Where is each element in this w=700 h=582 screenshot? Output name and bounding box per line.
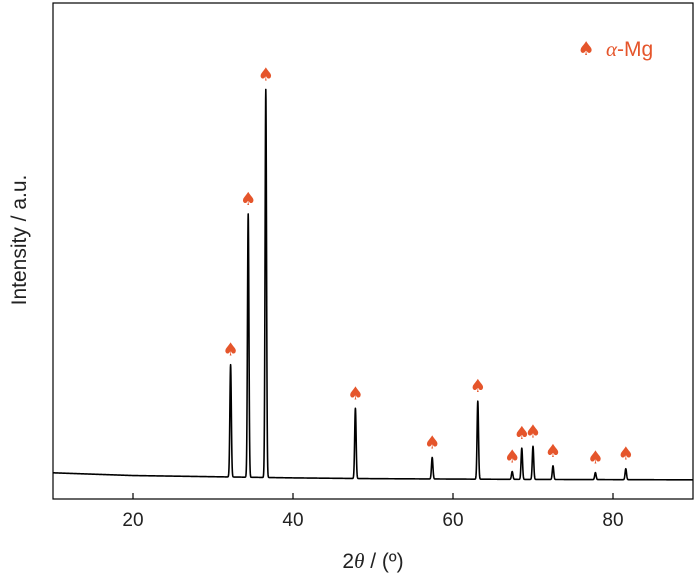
peak-marker-8: ♠ xyxy=(525,421,541,442)
legend-label: α-Mg xyxy=(606,37,653,61)
peak-marker-2: ♠ xyxy=(258,64,274,85)
x-tick-label-80: 80 xyxy=(602,510,623,531)
x-tick-labels: 20 40 60 80 xyxy=(122,510,623,531)
xrd-pattern-line xyxy=(52,88,694,481)
legend-label-suffix: -Mg xyxy=(617,38,653,61)
x-axis-label-prefix: 2 xyxy=(342,550,354,573)
peak-markers: ♠♠♠♠♠♠♠♠♠♠ ♠ ♠ xyxy=(223,64,634,468)
peak-marker-9: ♠ xyxy=(545,441,561,462)
peak-marker-5: ♠ xyxy=(470,376,486,397)
legend-symbol: ♠ xyxy=(577,38,594,60)
y-axis-label: Intensity / a.u. xyxy=(8,175,31,306)
x-ticks xyxy=(132,493,614,499)
x-tick-label-20: 20 xyxy=(122,510,143,531)
legend-label-symbol: α xyxy=(606,37,618,61)
plot-frame xyxy=(52,2,694,500)
x-axis-label: 2θ / (º) xyxy=(342,549,403,573)
peak-marker-1: ♠ xyxy=(240,189,256,210)
x-tick-label-40: 40 xyxy=(282,510,303,531)
x-axis-label-suffix: / (º) xyxy=(364,550,403,573)
x-axis-label-symbol: θ xyxy=(354,549,364,573)
peak-marker-7: ♠ xyxy=(514,423,530,444)
peak-marker-6: ♠ xyxy=(504,447,520,468)
peak-marker-3: ♠ xyxy=(347,383,363,404)
peak-marker-11: ♠ xyxy=(618,444,634,465)
x-tick-label-60: 60 xyxy=(442,510,463,531)
peak-marker-10: ♠ xyxy=(587,448,603,469)
peak-marker-0: ♠ xyxy=(223,340,239,361)
peak-marker-4: ♠ xyxy=(424,432,440,453)
